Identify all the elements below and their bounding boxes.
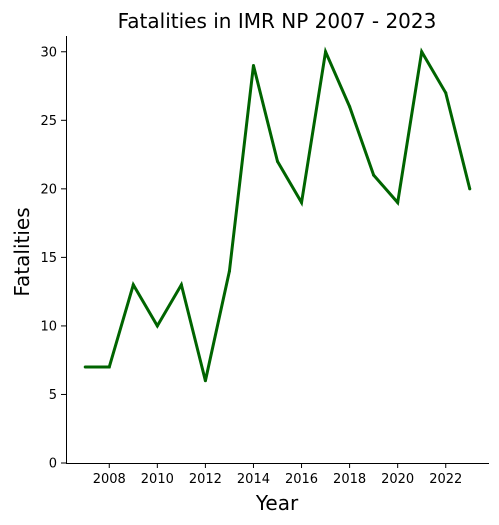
data-point xyxy=(444,91,448,95)
data-point xyxy=(83,365,87,369)
plot-area: 2008 2010 2012 2014 2016 2018 2020 2022 0 5 10 15 2… xyxy=(40,36,489,487)
x-tick-label: 2022 xyxy=(429,472,462,487)
data-point xyxy=(372,173,376,177)
x-tick-label: 2020 xyxy=(381,472,414,487)
x-tick-label: 2012 xyxy=(189,472,222,487)
x-tick-label: 2018 xyxy=(333,472,366,487)
data-point xyxy=(300,201,304,205)
data-point xyxy=(251,63,255,67)
y-tick-label: 10 xyxy=(40,319,57,334)
x-axis-label: Year xyxy=(255,491,299,515)
data-point xyxy=(276,159,279,163)
data-point xyxy=(131,283,135,287)
y-tick-label: 20 xyxy=(40,182,57,197)
data-point xyxy=(203,379,207,383)
y-tick-label: 0 xyxy=(49,457,57,472)
data-point xyxy=(324,50,328,54)
y-tick-label: 30 xyxy=(40,45,57,60)
x-tick-label: 2014 xyxy=(237,472,270,487)
data-point xyxy=(155,324,159,328)
series-layer xyxy=(83,46,472,383)
data-point xyxy=(420,50,424,54)
x-axis-ticks: 2008 2010 2012 2014 2016 2018 2020 2022 xyxy=(93,463,462,487)
chart-title: Fatalities in IMR NP 2007 - 2023 xyxy=(118,9,437,33)
y-tick-label: 5 xyxy=(49,388,57,403)
data-point xyxy=(107,365,111,369)
series-line-0 xyxy=(85,46,472,382)
x-tick-label: 2010 xyxy=(141,472,174,487)
y-axis-label: Fatalities xyxy=(10,207,34,296)
data-point xyxy=(227,269,231,273)
y-tick-label: 25 xyxy=(40,114,57,129)
x-tick-label: 2008 xyxy=(93,472,126,487)
data-point xyxy=(348,105,352,109)
x-tick-label: 2016 xyxy=(285,472,318,487)
y-tick-label: 15 xyxy=(40,251,57,266)
data-point xyxy=(179,283,183,287)
data-point xyxy=(396,201,400,205)
data-point xyxy=(468,187,472,191)
y-axis-ticks: 0 5 10 15 20 25 30 xyxy=(40,45,66,472)
